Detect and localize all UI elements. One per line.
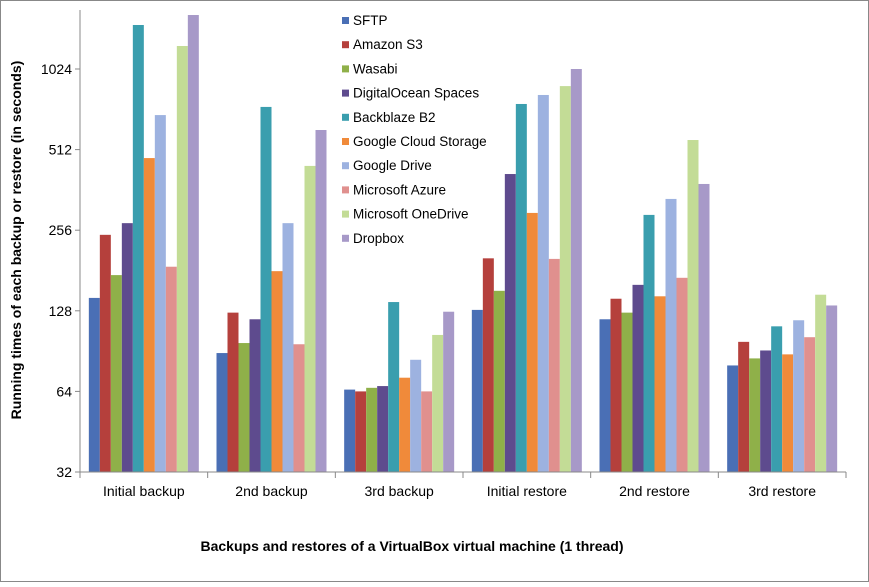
bar (88, 297, 100, 472)
legend-label: Google Cloud Storage (353, 134, 487, 149)
legend-label: Wasabi (353, 61, 398, 76)
bar (99, 234, 111, 472)
bar (304, 165, 316, 472)
legend-label: Dropbox (353, 231, 404, 246)
x-tick-label: Initial restore (487, 483, 567, 499)
legend-swatch (342, 138, 349, 145)
y-tick-label: 128 (49, 303, 73, 319)
bar (654, 296, 666, 472)
bar (760, 350, 772, 472)
bar (687, 140, 699, 472)
bar (771, 326, 783, 472)
bar (227, 312, 239, 472)
bar (749, 358, 761, 472)
bar (643, 214, 655, 472)
bar (676, 277, 688, 472)
legend-label: Amazon S3 (353, 37, 423, 52)
bar (526, 212, 538, 472)
legend-swatch (342, 234, 349, 242)
y-tick-label: 256 (49, 222, 73, 238)
legend-swatch (342, 89, 349, 97)
x-tick-label: 3rd restore (748, 483, 816, 499)
legend-label: SFTP (353, 13, 388, 28)
legend-label: Microsoft OneDrive (353, 207, 469, 222)
y-tick-label: 512 (49, 142, 73, 158)
y-tick-label: 1024 (41, 61, 72, 77)
bar (388, 302, 400, 472)
x-tick-label: 2nd restore (619, 483, 690, 499)
legend-label: Google Drive (353, 158, 432, 173)
bar (143, 158, 155, 472)
bar (260, 106, 272, 473)
legend-swatch (342, 17, 349, 24)
bar (132, 24, 144, 473)
bar (482, 258, 494, 472)
y-tick-label: 64 (56, 383, 72, 399)
bar (515, 103, 527, 472)
bar (610, 298, 622, 472)
bar (377, 386, 389, 472)
bar (344, 389, 356, 472)
x-tick-label: Initial backup (103, 483, 185, 499)
bar (471, 309, 483, 472)
bar (548, 258, 560, 472)
x-tick-label: 2nd backup (235, 483, 308, 499)
bar (399, 377, 411, 472)
bar (727, 365, 739, 472)
bar (421, 391, 433, 472)
legend-swatch (342, 41, 349, 49)
bar (271, 271, 283, 472)
legend-label: Microsoft Azure (353, 182, 446, 197)
bar (110, 275, 122, 472)
bar (238, 343, 250, 472)
bar (432, 334, 444, 472)
bar (493, 290, 505, 472)
legend-label: Backblaze B2 (353, 110, 436, 125)
bar (293, 344, 305, 472)
legend-swatch (342, 210, 349, 218)
bar (216, 353, 228, 472)
x-tick-label: 3rd backup (365, 483, 434, 499)
bar (570, 69, 582, 472)
legend-swatch (342, 65, 349, 73)
y-tick-label: 32 (56, 464, 72, 480)
bar (410, 359, 422, 472)
bar (826, 305, 838, 472)
bar (355, 391, 367, 472)
bar (782, 354, 794, 472)
bar (282, 223, 294, 472)
bar (804, 337, 816, 472)
bar (738, 341, 750, 472)
bar (599, 319, 611, 472)
legend-swatch (342, 186, 349, 194)
bar (665, 198, 677, 472)
legend-label: DigitalOcean Spaces (353, 86, 479, 101)
legend-swatch (342, 162, 349, 170)
bar (559, 86, 571, 472)
bar (537, 94, 549, 472)
bar (187, 15, 199, 472)
legend-swatch (342, 113, 349, 121)
bar (176, 45, 188, 472)
bar (793, 320, 805, 472)
bar (504, 174, 516, 472)
bar (249, 319, 261, 472)
bar (165, 266, 177, 472)
bar (154, 115, 166, 473)
bar (621, 312, 633, 472)
bar (315, 130, 327, 472)
bar (698, 183, 710, 472)
x-axis-title: Backups and restores of a VirtualBox vir… (201, 538, 624, 554)
bar (443, 311, 455, 472)
bar (632, 284, 644, 472)
y-axis-title: Running times of each backup or restore … (8, 61, 24, 420)
bar (815, 294, 827, 472)
bar (121, 223, 133, 472)
bar (366, 387, 378, 472)
